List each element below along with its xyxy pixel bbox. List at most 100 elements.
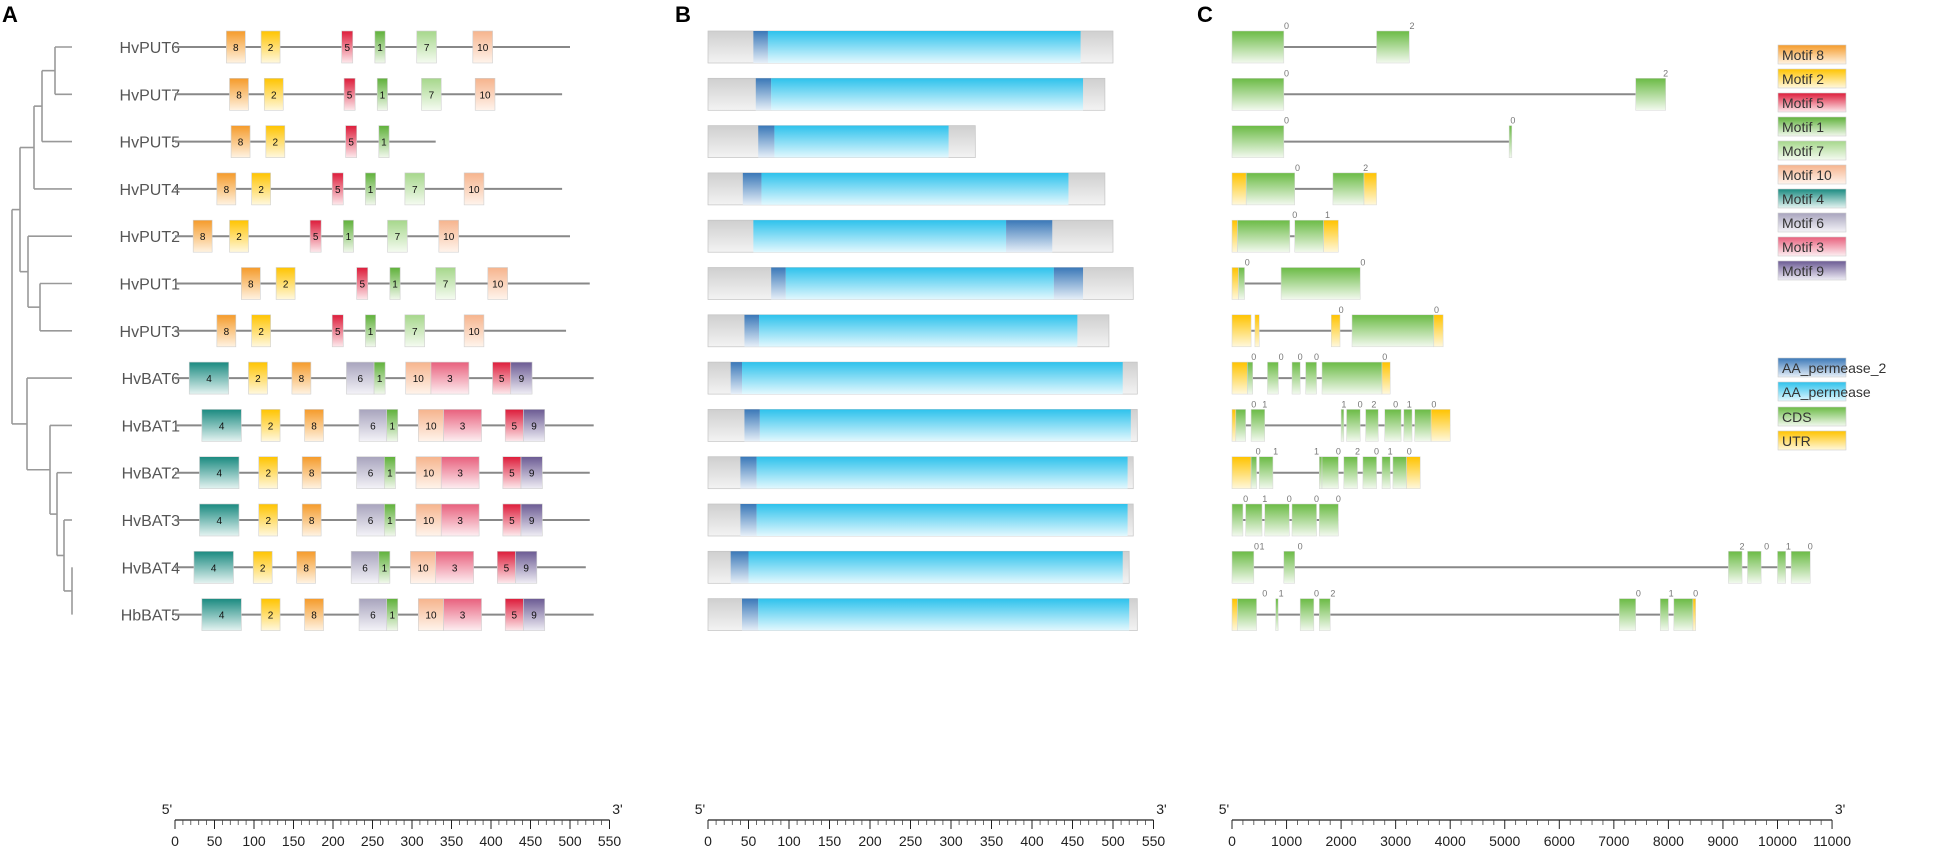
cds-exon (1267, 361, 1279, 395)
axis-tick-label: 6000 (1544, 833, 1575, 849)
aa-permease-domain (767, 31, 1081, 63)
motif-number: 3 (457, 469, 463, 480)
intron-phase-label: 1 (1341, 399, 1346, 409)
utr-exon (1331, 314, 1341, 348)
aa-permease-2-domain (1006, 220, 1053, 253)
motif-2-box: 2 (260, 30, 281, 64)
motif-number: 3 (457, 516, 463, 527)
motif-2-box: 2 (252, 550, 273, 584)
legend-label: CDS (1782, 409, 1812, 425)
motif-4-box: 4 (199, 503, 240, 537)
motif-6-box: 6 (346, 361, 375, 395)
cds-exon (1384, 409, 1402, 442)
intron-phase-label: 2 (1410, 21, 1415, 31)
axis-tick-label: 300 (400, 833, 424, 849)
cds-exon (1305, 361, 1317, 395)
cds-exon (1231, 78, 1285, 111)
intron-phase-label: 0 (1374, 447, 1379, 457)
legend-motif-6: Motif 6 (1777, 212, 1847, 233)
utr-exon (1231, 598, 1238, 631)
intron-phase-label: 2 (1740, 541, 1745, 551)
motif-9-box: 9 (523, 598, 546, 631)
motif-5-box: 5 (502, 503, 522, 537)
legend-label: Motif 5 (1782, 95, 1824, 111)
intron-phase-label: 0 (1358, 399, 1363, 409)
intron-phase-label: 0 (1382, 352, 1387, 362)
motif-9-box: 9 (520, 456, 543, 490)
utr-exon (1231, 409, 1237, 442)
cds-exon (1231, 551, 1255, 584)
motif-number: 2 (258, 185, 264, 196)
motif-2-box: 2 (251, 314, 271, 348)
motif-6-box: 6 (358, 409, 388, 442)
motif-number: 8 (299, 374, 305, 385)
gene-label: HvPUT7 (120, 87, 181, 104)
axis-a-5prime: 5' (162, 801, 172, 817)
motif-1-box: 1 (384, 456, 396, 490)
motif-number: 5 (512, 611, 518, 622)
motif-5-box: 5 (309, 219, 322, 253)
motif-1-box: 1 (374, 30, 386, 64)
cds-exon (1346, 409, 1361, 442)
motif-number: 1 (346, 232, 352, 243)
motif-number: 1 (387, 469, 393, 480)
legend-motif-10: Motif 10 (1777, 164, 1847, 185)
motif-number: 3 (460, 421, 466, 432)
motif-number: 10 (425, 421, 437, 432)
aa-permease-domain (759, 314, 1078, 347)
motif-number: 5 (335, 185, 341, 196)
cds-exon (1728, 551, 1743, 584)
gene-label: HvPUT3 (120, 324, 181, 341)
motif-1-box: 1 (386, 598, 399, 631)
motif-7-box: 7 (404, 172, 425, 206)
aa-permease-domain (758, 598, 1130, 631)
cds-exon (1259, 456, 1274, 489)
intron-phase-label: 0 (1287, 494, 1292, 504)
legend-motif-2: Motif 2 (1777, 68, 1847, 89)
axis-tick-label: 150 (282, 833, 306, 849)
axis-tick-label: 150 (818, 833, 842, 849)
motif-number: 4 (219, 421, 225, 432)
motif-number: 8 (224, 327, 230, 338)
legend-utr: UTR (1777, 430, 1847, 451)
motif-1-box: 1 (365, 172, 376, 206)
motif-8-box: 8 (226, 30, 246, 64)
legend-label: Motif 10 (1782, 167, 1832, 183)
motif-8-box: 8 (229, 78, 249, 111)
legend-motif-9: Motif 9 (1777, 260, 1847, 281)
axis-tick-label: 11000 (1813, 833, 1851, 849)
axis-tick-label: 550 (1142, 833, 1166, 849)
cds-exon (1365, 409, 1379, 442)
motif-number: 9 (529, 469, 535, 480)
motif-number: 1 (368, 185, 374, 196)
utr-exon (1231, 314, 1252, 348)
motif-number: 8 (238, 138, 244, 149)
motif-8-box: 8 (301, 503, 322, 537)
axis-tick-label: 100 (777, 833, 801, 849)
intron-phase-label: 0 (1314, 494, 1319, 504)
motif-10-box: 10 (418, 409, 444, 442)
motif-1-box: 1 (389, 267, 401, 300)
motif-9-box: 9 (510, 361, 533, 395)
intron-phase-label: 0 (1510, 116, 1515, 126)
motif-number: 2 (260, 563, 266, 574)
motif-8-box: 8 (241, 267, 261, 300)
legend-motif-4: Motif 4 (1777, 188, 1847, 209)
aa-permease-2-domain (740, 504, 757, 536)
cds-exon (1275, 598, 1279, 631)
motif-10-box: 10 (438, 219, 459, 253)
axis-tick-label: 3000 (1380, 833, 1411, 849)
utr-exon (1433, 314, 1444, 348)
motif-3-box: 3 (443, 409, 482, 442)
motif-number: 10 (423, 516, 435, 527)
motif-8-box: 8 (192, 219, 213, 253)
motif-4-box: 4 (188, 361, 230, 395)
cds-exon (1340, 409, 1345, 442)
motif-number: 1 (368, 327, 374, 338)
cds-exon (1319, 503, 1339, 537)
legend-aa: AA_permease (1777, 381, 1871, 402)
motif-number: 5 (504, 563, 510, 574)
utr-exon (1231, 172, 1247, 206)
cds-exon (1376, 30, 1410, 64)
cds-exon (1245, 503, 1263, 537)
